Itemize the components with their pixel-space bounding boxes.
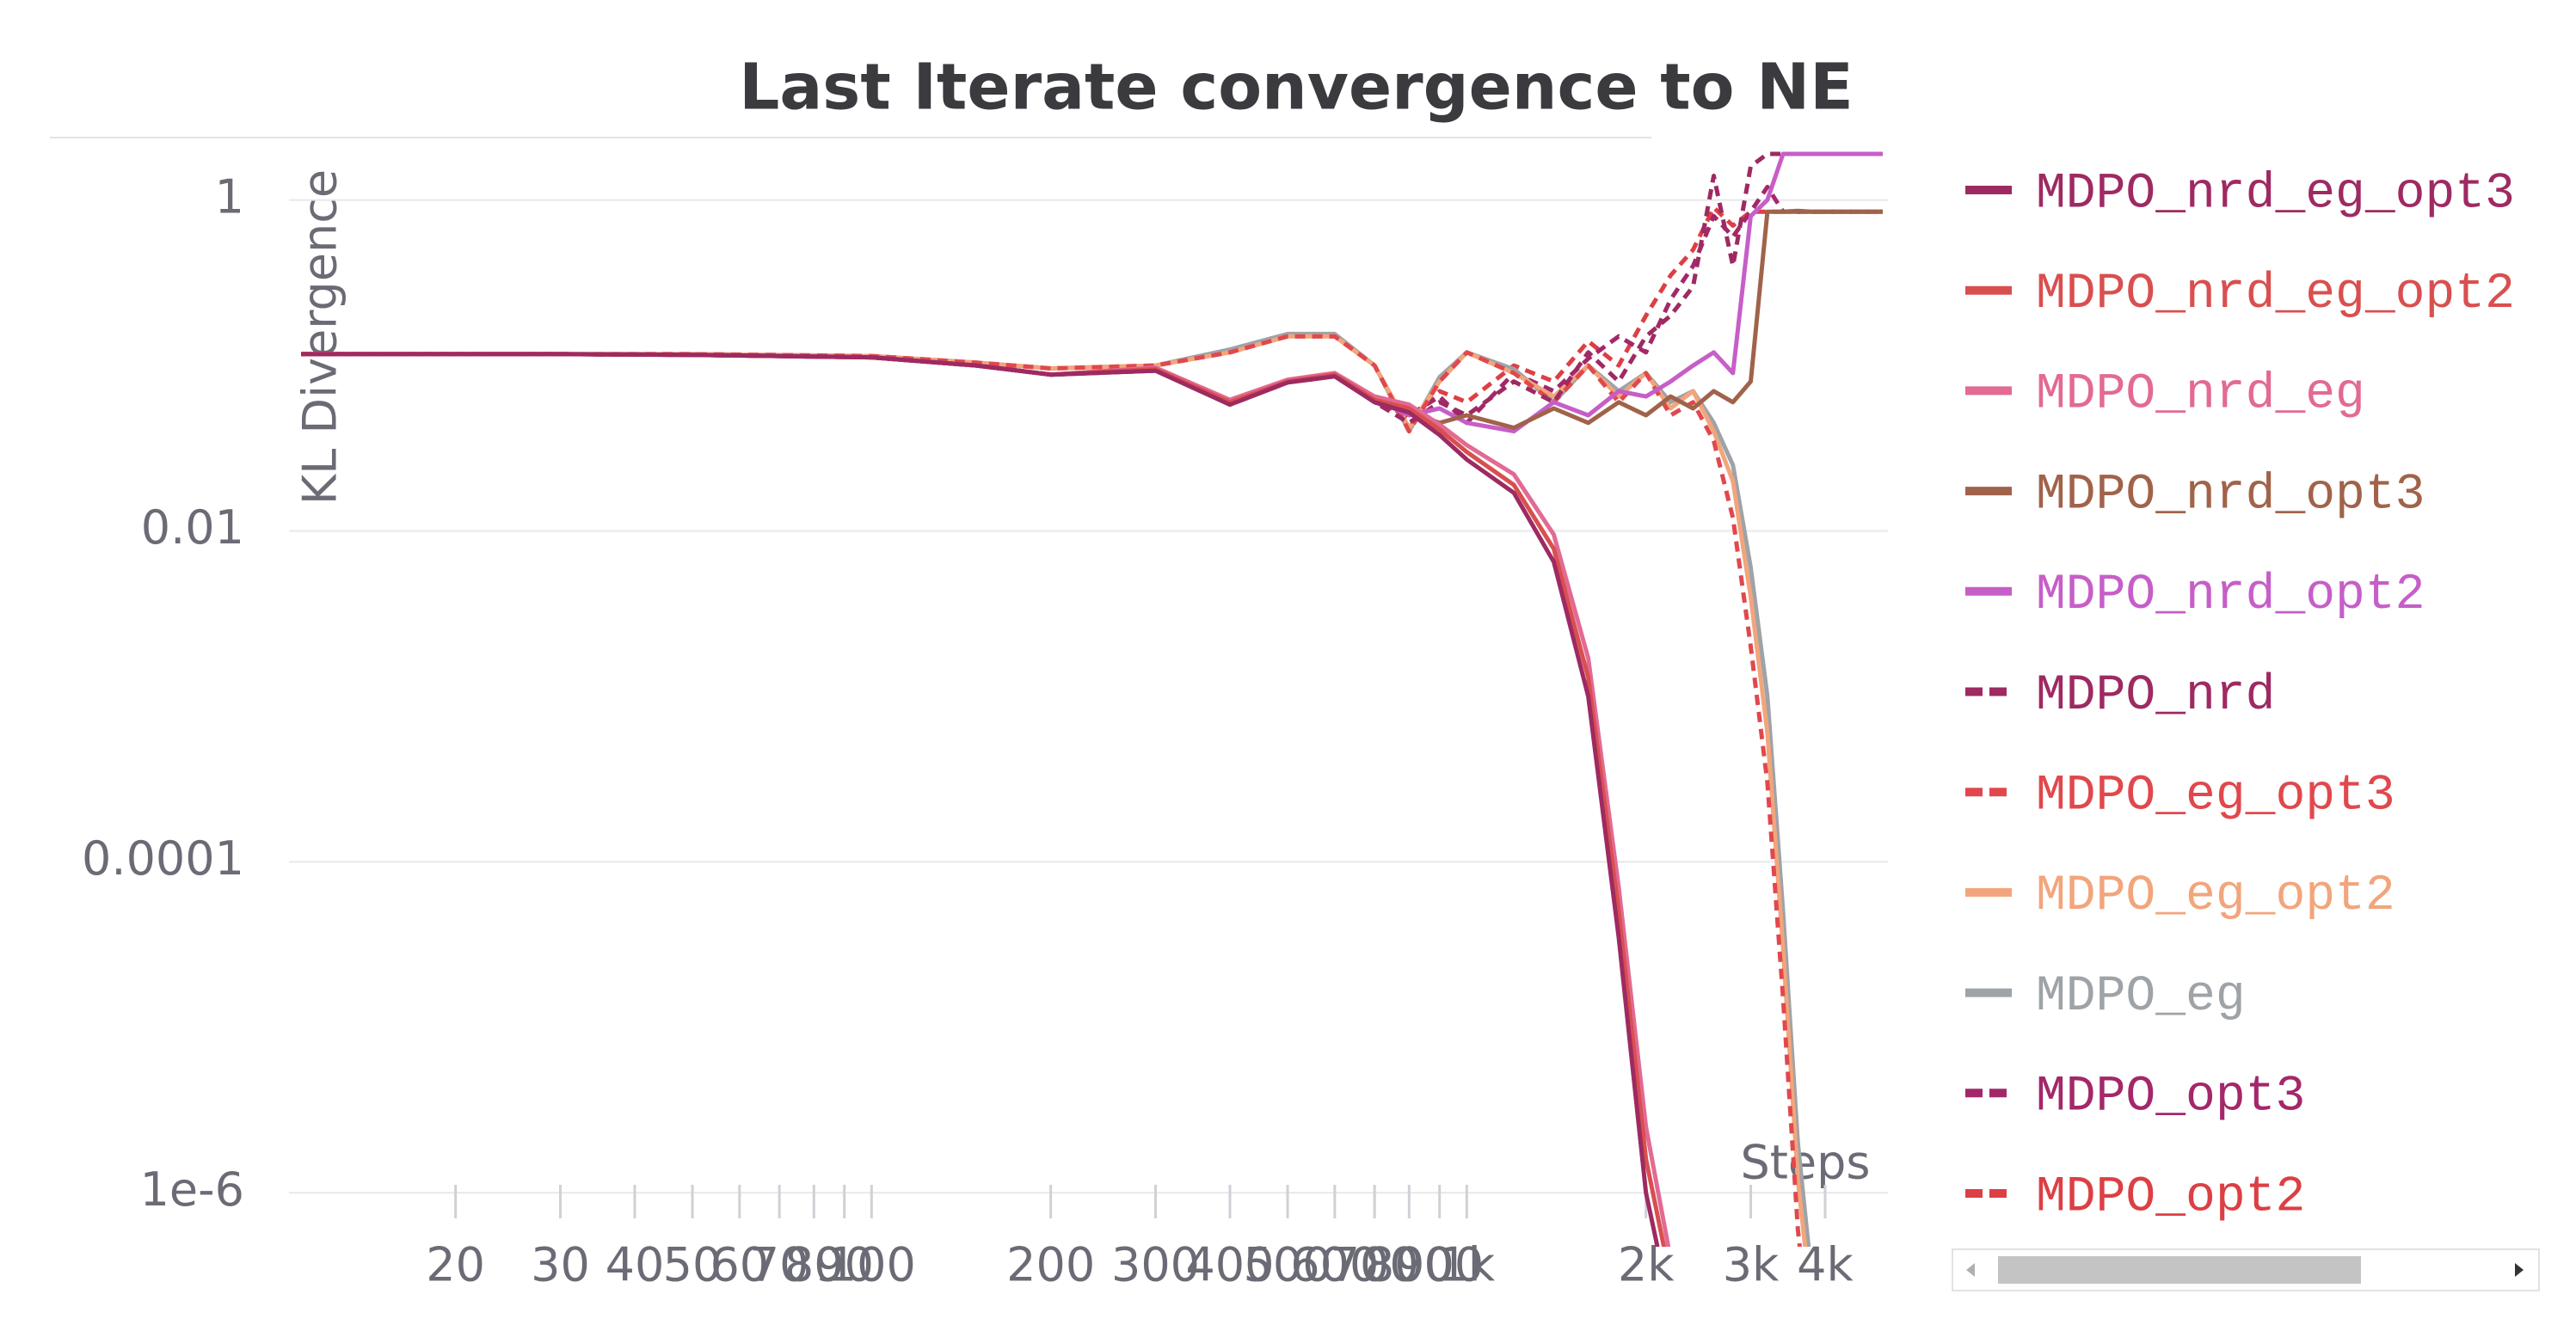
legend-label: MDPO_nrd_eg_opt2 [2036, 267, 2515, 322]
x-tick-label: 500 [1244, 1238, 1332, 1292]
series-line [301, 184, 1883, 426]
x-tick-label: 40 [606, 1238, 665, 1292]
x-tick-label: 100 [827, 1238, 916, 1292]
x-axis-label: Steps [1740, 1136, 1870, 1190]
series-line [301, 331, 1811, 1247]
legend-label: MDPO_nrd_opt3 [2036, 467, 2425, 523]
x-tick-label: 2k [1618, 1238, 1675, 1292]
scroll-left[interactable] [1966, 1263, 1975, 1277]
x-tick-label: 200 [1006, 1238, 1095, 1292]
legend-label: MDPO_eg_opt3 [2036, 769, 2395, 825]
chart-title: Last Iterate convergence to NE [739, 51, 1854, 125]
legend-label: MDPO_eg_opt2 [2036, 868, 2395, 924]
legend-label: MDPO_nrd_eg_opt3 [2036, 166, 2515, 222]
series-line [301, 334, 1802, 1247]
y-tick-label: 1 [215, 169, 244, 224]
x-tick-label: 900 [1395, 1238, 1484, 1292]
legend-label: MDPO_opt3 [2036, 1070, 2305, 1125]
series-line [301, 352, 1671, 1247]
x-tick-label: 700 [1331, 1238, 1419, 1292]
legend: MDPO_nrd_eg_opt3 MDPO_nrd_eg_opt2 MDPO_nrd… [1965, 166, 2515, 1225]
x-tick-label: 800 [1365, 1238, 1454, 1292]
y-tick-label: 1e-6 [140, 1162, 244, 1217]
series-line [301, 352, 1667, 1247]
series-line [301, 151, 1883, 426]
x-tick-label: 20 [426, 1238, 485, 1292]
x-tick-label: 30 [531, 1238, 590, 1292]
y-tick-label: 0.0001 [82, 831, 244, 886]
legend-label: MDPO_opt2 [2036, 1169, 2305, 1225]
legend-label: MDPO_eg [2036, 969, 2246, 1025]
plot-area [301, 151, 1883, 1247]
series-line [301, 151, 1883, 434]
legend-scrollbar[interactable] [1952, 1248, 2540, 1291]
scroll-right[interactable] [2515, 1263, 2524, 1277]
x-tick-label: 3k [1723, 1238, 1780, 1292]
x-tick-label: 90 [815, 1238, 874, 1292]
series-line [301, 352, 1660, 1247]
x-tick-label: 60 [710, 1238, 769, 1292]
legend-label: MDPO_nrd_opt2 [2036, 567, 2425, 623]
scroll-thumb[interactable] [1998, 1256, 2361, 1284]
y-axis-label: KL Divergence [293, 169, 347, 505]
x-tick-label: 600 [1290, 1238, 1379, 1292]
x-tick-label: 80 [784, 1238, 844, 1292]
x-tick-label: 70 [750, 1238, 809, 1292]
legend-label: MDPO_nrd_eg [2036, 367, 2365, 423]
legend-label: MDPO_nrd [2036, 668, 2275, 724]
x-tick-label: 300 [1111, 1238, 1200, 1292]
series-line [301, 205, 1883, 420]
y-tick-label: 0.01 [141, 500, 244, 555]
series-line [301, 334, 1808, 1247]
x-tick-label: 50 [663, 1238, 722, 1292]
x-tick-label: 1k [1439, 1238, 1496, 1292]
x-tick-label: 400 [1185, 1238, 1274, 1292]
x-tick-label: 4k [1797, 1238, 1854, 1292]
